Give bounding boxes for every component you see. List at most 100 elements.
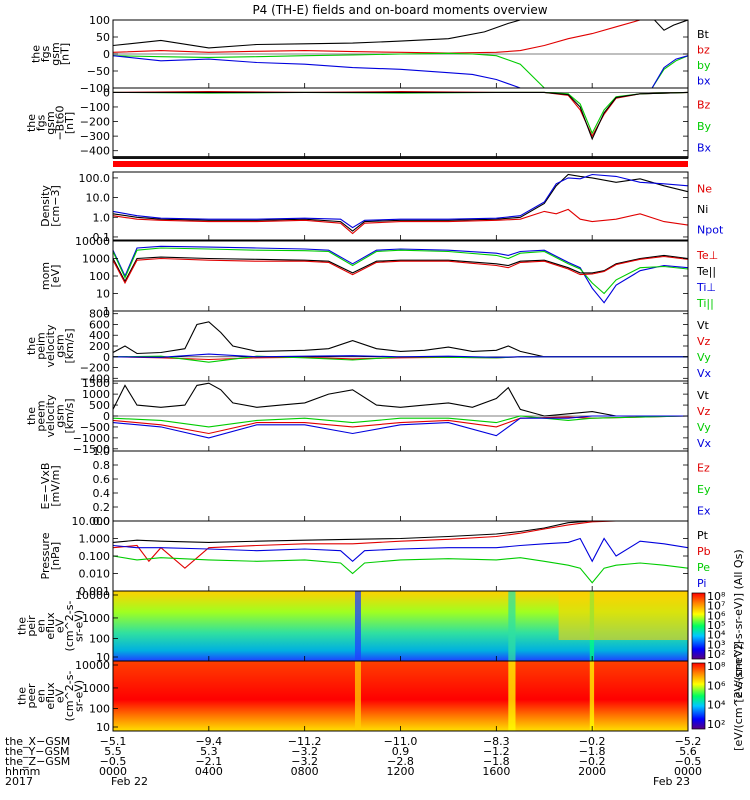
peir-ylabel-line: eV xyxy=(54,618,67,633)
fgs_dsl-ytick-label: 0 xyxy=(103,86,110,99)
density-legend-Npot: Npot xyxy=(697,224,724,237)
efield-ylabel-line: [mV/m] xyxy=(49,465,62,506)
peim-ylabel-line: [km/s] xyxy=(63,328,76,363)
peem-legend-Vz: Vz xyxy=(697,405,711,418)
fgs-legend-bz: bz xyxy=(697,43,710,56)
efield-ytick-label: 0.8 xyxy=(93,459,111,472)
efield-legend-Ex: Ex xyxy=(697,504,711,517)
xaxis-value-y_gsm: −1.2 xyxy=(483,745,510,758)
peir-colorbar-tick: 10³ xyxy=(707,638,725,651)
efield-ytick-label: 0.6 xyxy=(93,473,111,486)
density-series-group xyxy=(112,173,689,235)
xaxis-value-hhmm: 0800 xyxy=(291,765,319,778)
peem-series-Vt xyxy=(112,382,688,417)
panel-density: 100.0 10.0 1.0 0.1 Ne Ni Npot Density[cm−3] xyxy=(39,171,724,244)
density-frame xyxy=(112,171,689,241)
pressure-ytick-label: 10.000 xyxy=(72,515,111,528)
pressure-legend-Pe: Pe xyxy=(697,561,710,574)
xaxis-row-label: the_Z−GSM xyxy=(5,755,70,768)
peem-ylabel-line: [km/s] xyxy=(63,398,76,433)
fgs-legend-Bt: Bt xyxy=(697,28,710,41)
fgs_dsl-frame xyxy=(112,87,689,159)
peir-colorbar-tick: 10⁷ xyxy=(707,600,725,613)
fgs-series-bz xyxy=(112,19,688,54)
peir-ylabel-line: sr-eV) xyxy=(73,610,86,642)
fgs_dsl-ylabel-line: gsm xyxy=(44,111,57,134)
figure-title: P4 (TH-E) fields and on-board moments ov… xyxy=(252,3,547,17)
xaxis-value-hhmm: 0000 xyxy=(674,765,702,778)
peer-ytick-label: 1000 xyxy=(82,682,110,695)
temp-series-Ti⊥ xyxy=(112,245,689,304)
pressure-ytick-label: 0.100 xyxy=(79,550,111,563)
temp-ytick-label: 10000 xyxy=(75,235,110,248)
xaxis-value-hhmm: 1600 xyxy=(482,765,510,778)
fgs-ytick-label: −50 xyxy=(87,65,110,78)
fgs_dsl-ytick-label: −100 xyxy=(80,101,110,114)
peir-ylabel-line: peir xyxy=(25,615,38,637)
temp-legend: Te⊥ Te|| Ti⊥ Ti|| xyxy=(696,249,718,310)
peem-ytick-label: 1500 xyxy=(82,377,110,390)
peim-ytick-label: 600 xyxy=(89,318,110,331)
xaxis-value-hhmm: 0000 xyxy=(99,765,127,778)
fgs_dsl-ylabel-line: −Bt60 xyxy=(54,105,67,140)
density-series-Ni xyxy=(112,173,689,232)
xaxis-value-hhmm: 0400 xyxy=(195,765,223,778)
peim-ytick-label: 400 xyxy=(89,329,110,342)
pressure-series-Pi xyxy=(112,537,689,563)
peir-colorbar-tick: 10⁸ xyxy=(707,590,726,603)
temp-series-Te|| xyxy=(112,254,689,283)
peer-ylabel-line: the xyxy=(16,687,29,705)
pressure-legend-Pt: Pt xyxy=(697,529,709,542)
peer-stripe xyxy=(508,661,516,731)
peer-ylabel-line: peer xyxy=(25,683,38,709)
efield-legend-Ey: Ey xyxy=(697,483,711,496)
temp-ylabel-line: [eV] xyxy=(49,265,62,288)
peer-ytick-label: 10000 xyxy=(75,659,110,672)
peir-ylabel-line: eflux xyxy=(44,612,57,640)
fgs-ylabel: thefgsgsm[nT] xyxy=(30,42,72,65)
xaxis-value-z_gsm: −3.2 xyxy=(291,755,318,768)
peer-ylabel-line: eV xyxy=(54,688,67,703)
xaxis-value-x_gsm: −11.0 xyxy=(384,735,418,748)
density-ytick-label: 0.1 xyxy=(93,231,111,244)
xaxis-value-z_gsm: −0.2 xyxy=(579,755,606,768)
fgs_dsl-ytick-label: −300 xyxy=(80,130,110,143)
peem-ytick-label: 500 xyxy=(89,399,110,412)
fgs-legend-bx: bx xyxy=(697,74,711,87)
xaxis-value-y_gsm: 0.9 xyxy=(392,745,410,758)
peer-colorbar-gradient xyxy=(691,662,706,730)
xaxis-value-z_gsm: −0.5 xyxy=(100,755,127,768)
peem-series-Vx xyxy=(112,415,688,439)
density-legend-Ne: Ne xyxy=(697,182,712,195)
efield-ylabel: E=−VxB[mV/m] xyxy=(39,463,62,510)
fgs-ylabel-line: the xyxy=(30,45,43,63)
pressure-legend-Pi: Pi xyxy=(697,577,706,590)
efield-ytick-label: 0.4 xyxy=(93,487,111,500)
xaxis-value-date: Feb 22 xyxy=(111,775,148,788)
peir-ylabel-line: (cm^2-s- xyxy=(63,601,76,652)
peim-series-Vt xyxy=(112,321,688,358)
peer-colorbar: 10⁸ 10⁶ 10⁴ 10² [eV/(cm^2-s-sr-eV)] xyxy=(691,641,745,751)
fgs_dsl-ylabel-line: the xyxy=(25,114,38,132)
peim-legend-Vt: Vt xyxy=(697,319,710,332)
temp-series-group xyxy=(112,245,689,304)
xaxis-value-date: Feb 23 xyxy=(653,775,690,788)
peir-colorbar-tick: 10⁶ xyxy=(707,609,726,622)
peim-series-Vx xyxy=(112,353,688,358)
peem-legend: Vt Vz Vy Vx xyxy=(697,389,712,450)
peir-ylabel: thepeirenefluxeV(cm^2-s-sr-eV) xyxy=(16,601,86,652)
peir-colorbar-tick: 10⁵ xyxy=(707,619,725,632)
fgs-ylabel-line: fgs xyxy=(39,45,52,62)
fgs_dsl-legend-By: By xyxy=(697,120,712,133)
efield-ytick-label: 1.0 xyxy=(93,445,111,458)
peir-stripe xyxy=(508,591,516,661)
xaxis-value-x_gsm: −9.4 xyxy=(195,735,222,748)
pressure-ylabel-line: [nPa] xyxy=(49,542,62,570)
xaxis-row-label: 2017 xyxy=(5,775,33,788)
efield-legend: Ez Ey Ex xyxy=(697,462,711,518)
fgs_dsl-ytick-label: −400 xyxy=(80,145,110,158)
peim-series-group xyxy=(112,321,688,363)
